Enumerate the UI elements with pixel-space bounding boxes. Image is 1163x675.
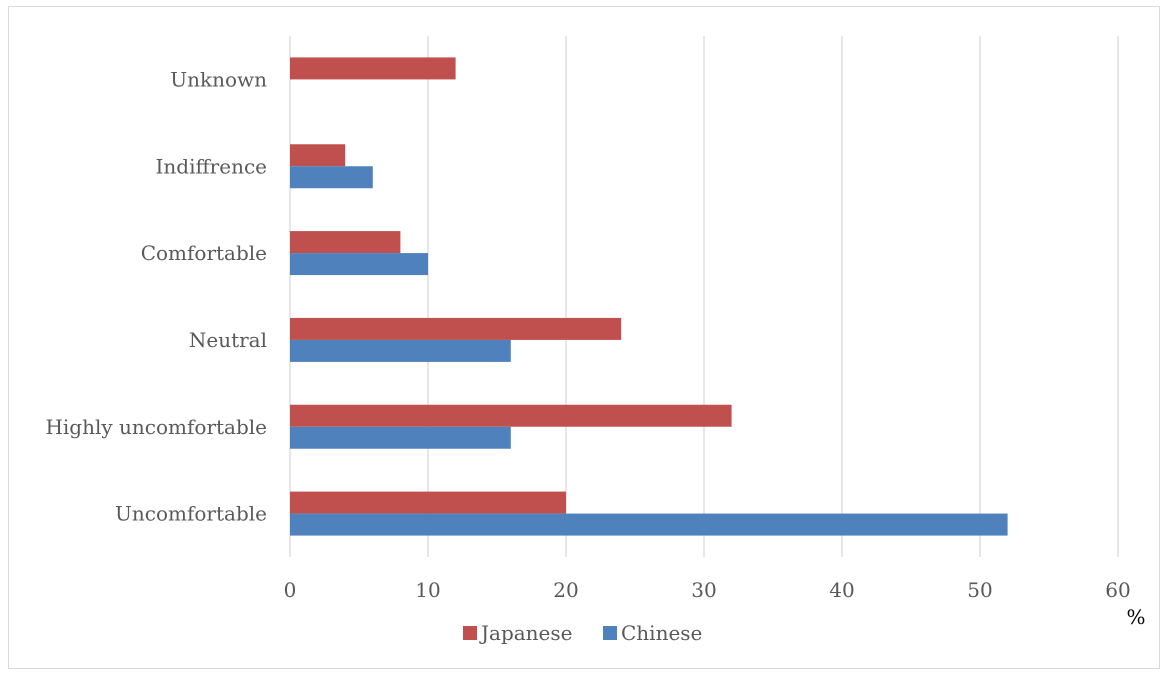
- category-labels: Uncomfortable Highly uncomfortable Neutral…: [45, 67, 267, 525]
- category-label: Highly uncomfortable: [45, 415, 267, 439]
- x-tick-labels: 0 10 20 30 40 50 60: [284, 578, 1131, 602]
- category-label: Uncomfortable: [115, 502, 267, 526]
- x-tick-label: 30: [691, 578, 716, 602]
- x-tick-label: 40: [829, 578, 854, 602]
- category-label: Unknown: [170, 67, 267, 91]
- legend-swatch-japanese: [463, 626, 477, 640]
- x-tick-label: 20: [553, 578, 578, 602]
- gridlines: [289, 36, 1119, 557]
- bar-japanese-neutral: [290, 317, 622, 340]
- x-axis-unit-label: %: [1126, 605, 1145, 629]
- category-label: Indiffrence: [155, 154, 267, 178]
- x-tick-label: 0: [284, 578, 297, 602]
- bar-japanese-highly-uncomfortable: [290, 404, 732, 427]
- bar-japanese-indiffrence: [290, 144, 346, 167]
- bar-chinese-comfortable: [290, 253, 428, 276]
- legend-item-japanese: Japanese: [463, 621, 572, 645]
- category-label: Neutral: [189, 328, 267, 352]
- legend: Japanese Chinese: [463, 621, 702, 645]
- bar-chinese-neutral: [290, 339, 511, 362]
- legend-label: Japanese: [479, 621, 572, 645]
- bar-japanese-uncomfortable: [290, 491, 566, 514]
- bar-japanese-comfortable: [290, 231, 401, 254]
- x-tick-label: 10: [415, 578, 440, 602]
- bars: [290, 57, 1008, 536]
- legend-label: Chinese: [621, 621, 702, 645]
- legend-swatch-chinese: [603, 626, 617, 640]
- bar-chinese-indiffrence: [290, 166, 373, 189]
- x-tick-label: 50: [967, 578, 992, 602]
- bar-japanese-unknown: [290, 57, 456, 80]
- bar-chinese-uncomfortable: [290, 513, 1008, 536]
- legend-item-chinese: Chinese: [603, 621, 702, 645]
- bar-chinese-highly-uncomfortable: [290, 426, 511, 449]
- category-label: Comfortable: [141, 241, 267, 265]
- x-tick-label: 60: [1105, 578, 1130, 602]
